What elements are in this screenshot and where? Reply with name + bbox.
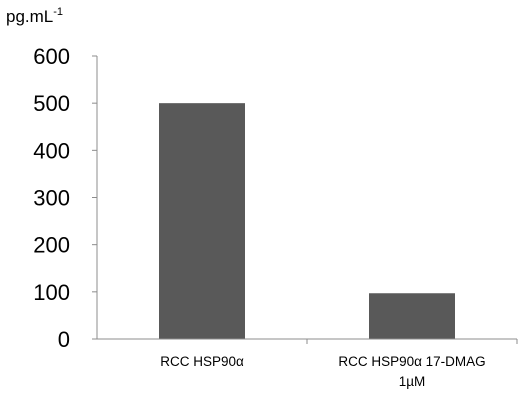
y-axis-unit-superscript: -1 (53, 6, 63, 18)
y-tick-label: 600 (33, 44, 70, 69)
y-axis-ticks: 0 100 200 300 400 500 600 (33, 44, 97, 352)
y-tick-label: 200 (33, 233, 70, 258)
y-axis-unit-label: pg.mL-1 (6, 6, 63, 26)
y-tick-label: 300 (33, 186, 70, 211)
bar (159, 103, 245, 340)
y-tick-label: 0 (58, 327, 70, 352)
y-tick-label: 100 (33, 280, 70, 305)
bar (369, 293, 455, 339)
x-axis-ticks: RCC HSP90α RCC HSP90α 17-DMAG 1µM (160, 339, 518, 389)
x-tick-label: RCC HSP90α 17-DMAG 1µM (338, 354, 485, 389)
y-tick-label: 400 (33, 138, 70, 163)
bars (159, 103, 455, 340)
y-axis-unit-text: pg.mL (6, 7, 53, 26)
x-tick-label: RCC HSP90α (160, 354, 244, 369)
y-tick-label: 500 (33, 91, 70, 116)
